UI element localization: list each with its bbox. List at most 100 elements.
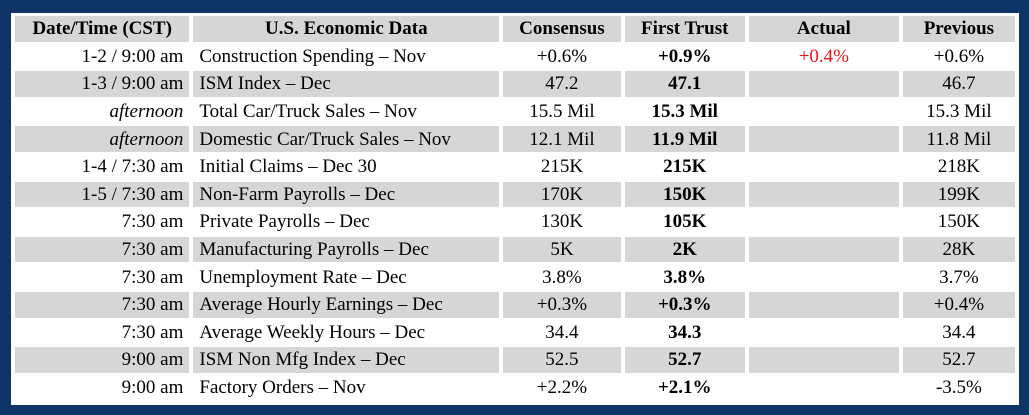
cell-indicator: ISM Index – Dec xyxy=(193,71,500,97)
cell-first-trust: 15.3 Mil xyxy=(651,101,718,123)
header-first-trust: First Trust xyxy=(624,16,745,42)
cell-first-trust: 105K xyxy=(663,211,707,233)
cell-indicator: ISM Non Mfg Index – Dec xyxy=(193,347,500,373)
cell-consensus: +0.3% xyxy=(503,291,621,318)
cell-indicator: Factory Orders – Nov xyxy=(199,377,366,399)
cell-actual xyxy=(748,181,899,208)
cell-actual: +0.4% xyxy=(798,45,849,67)
cell-date: 9:00 am xyxy=(15,347,190,373)
cell-indicator: Manufacturing Payrolls – Dec xyxy=(193,236,500,263)
cell-consensus: 15.5 Mil xyxy=(529,101,595,123)
cell-consensus: 170K xyxy=(503,181,621,208)
cell-actual xyxy=(749,264,899,290)
cell-previous: 218K xyxy=(937,156,981,178)
cell-date: 7:30 am xyxy=(15,236,190,263)
cell-consensus: 130K xyxy=(540,211,584,233)
table-row: 7:30 am Private Payrolls – Dec 130K 105K 150… xyxy=(15,209,1015,235)
cell-previous: +0.6% xyxy=(933,45,985,67)
cell-first-trust: +2.1% xyxy=(657,377,712,399)
cell-consensus: +2.2% xyxy=(536,377,588,399)
cell-date: afternoon xyxy=(15,126,190,152)
cell-previous: 199K xyxy=(902,181,1015,208)
cell-actual xyxy=(749,99,899,125)
cell-consensus: 12.1 Mil xyxy=(503,126,621,152)
header-date: Date/Time (CST) xyxy=(15,16,190,42)
cell-consensus: 47.2 xyxy=(503,71,621,97)
economic-calendar-table: Date/Time (CST) U.S. Economic Data Conse… xyxy=(11,14,1019,402)
table-row: 7:30 am Unemployment Rate – Dec 3.8% 3.8% 3.… xyxy=(15,264,1015,290)
cell-date: 7:30 am xyxy=(15,291,190,318)
cell-previous: -3.5% xyxy=(935,377,982,399)
cell-consensus: 3.8% xyxy=(542,266,582,288)
cell-date: afternoon xyxy=(109,101,184,123)
cell-previous: 150K xyxy=(937,211,981,233)
cell-indicator: Average Weekly Hours – Dec xyxy=(199,321,426,343)
cell-actual xyxy=(748,291,899,318)
table-row: 1-5 / 7:30 am Non-Farm Payrolls – Dec 170K… xyxy=(15,181,1015,208)
cell-first-trust: +0.3% xyxy=(624,291,745,318)
cell-consensus: +0.6% xyxy=(536,45,588,67)
cell-date: 1-4 / 7:30 am xyxy=(81,156,184,178)
cell-indicator: Construction Spending – Nov xyxy=(199,45,426,67)
cell-actual xyxy=(749,320,899,346)
table-row: 1-3 / 9:00 am ISM Index – Dec 47.2 47.1 46.7 xyxy=(15,71,1015,97)
cell-actual xyxy=(748,236,899,263)
cell-consensus: 52.5 xyxy=(503,347,621,373)
cell-indicator: Private Payrolls – Dec xyxy=(199,211,370,233)
cell-actual xyxy=(748,347,899,373)
cell-indicator: Unemployment Rate – Dec xyxy=(199,266,407,288)
cell-actual xyxy=(749,375,899,401)
table-row: 7:30 am Average Weekly Hours – Dec 34.4 34.… xyxy=(15,320,1015,346)
cell-indicator: Non-Farm Payrolls – Dec xyxy=(193,181,500,208)
table-body: 1-2 / 9:00 am Construction Spending – Nov… xyxy=(15,44,1015,401)
cell-consensus: 215K xyxy=(540,156,584,178)
table-row: afternoon Domestic Car/Truck Sales – Nov 1… xyxy=(15,126,1015,152)
cell-first-trust: 150K xyxy=(624,181,745,208)
cell-consensus: 34.4 xyxy=(545,321,579,343)
cell-indicator: Initial Claims – Dec 30 xyxy=(199,156,377,178)
cell-indicator: Average Hourly Earnings – Dec xyxy=(193,291,500,318)
cell-actual xyxy=(748,71,899,97)
cell-previous: 15.3 Mil xyxy=(926,101,992,123)
cell-indicator: Total Car/Truck Sales – Nov xyxy=(199,101,417,123)
header-actual: Actual xyxy=(748,16,899,42)
cell-date: 1-3 / 9:00 am xyxy=(15,71,190,97)
cell-previous: 52.7 xyxy=(902,347,1015,373)
header-row: Date/Time (CST) U.S. Economic Data Conse… xyxy=(15,16,1015,42)
cell-previous: 34.4 xyxy=(942,321,976,343)
cell-actual xyxy=(748,126,899,152)
cell-previous: 46.7 xyxy=(902,71,1015,97)
cell-consensus: 5K xyxy=(503,236,621,263)
cell-date: 1-2 / 9:00 am xyxy=(81,45,184,67)
cell-date: 1-5 / 7:30 am xyxy=(15,181,190,208)
cell-previous: 3.7% xyxy=(939,266,979,288)
table-row: 1-4 / 7:30 am Initial Claims – Dec 30 215K… xyxy=(15,154,1015,180)
cell-first-trust: +0.9% xyxy=(657,45,712,67)
cell-previous: 28K xyxy=(902,236,1015,263)
cell-actual xyxy=(749,209,899,235)
cell-first-trust: 3.8% xyxy=(663,266,707,288)
cell-first-trust: 11.9 Mil xyxy=(624,126,745,152)
header-name: U.S. Economic Data xyxy=(193,16,500,42)
table-row: 9:00 am Factory Orders – Nov +2.2% +2.1% -3.… xyxy=(15,375,1015,401)
cell-date: 7:30 am xyxy=(121,321,184,343)
cell-date: 7:30 am xyxy=(121,211,184,233)
calendar-panel: Date/Time (CST) U.S. Economic Data Conse… xyxy=(11,13,1019,405)
cell-actual xyxy=(749,154,899,180)
table-row: 7:30 am Average Hourly Earnings – Dec +0.3… xyxy=(15,291,1015,318)
cell-first-trust: 34.3 xyxy=(668,321,702,343)
cell-indicator: Domestic Car/Truck Sales – Nov xyxy=(193,126,500,152)
cell-date: 9:00 am xyxy=(121,377,184,399)
cell-first-trust: 2K xyxy=(624,236,745,263)
cell-first-trust: 47.1 xyxy=(624,71,745,97)
cell-previous: +0.4% xyxy=(902,291,1015,318)
cell-first-trust: 215K xyxy=(663,156,707,178)
table-row: 1-2 / 9:00 am Construction Spending – Nov… xyxy=(15,44,1015,70)
table-row: afternoon Total Car/Truck Sales – Nov 15.5… xyxy=(15,99,1015,125)
table-row: 7:30 am Manufacturing Payrolls – Dec 5K 2K 2… xyxy=(15,236,1015,263)
cell-first-trust: 52.7 xyxy=(624,347,745,373)
header-previous: Previous xyxy=(902,16,1015,42)
cell-date: 7:30 am xyxy=(121,266,184,288)
header-consensus: Consensus xyxy=(503,16,621,42)
